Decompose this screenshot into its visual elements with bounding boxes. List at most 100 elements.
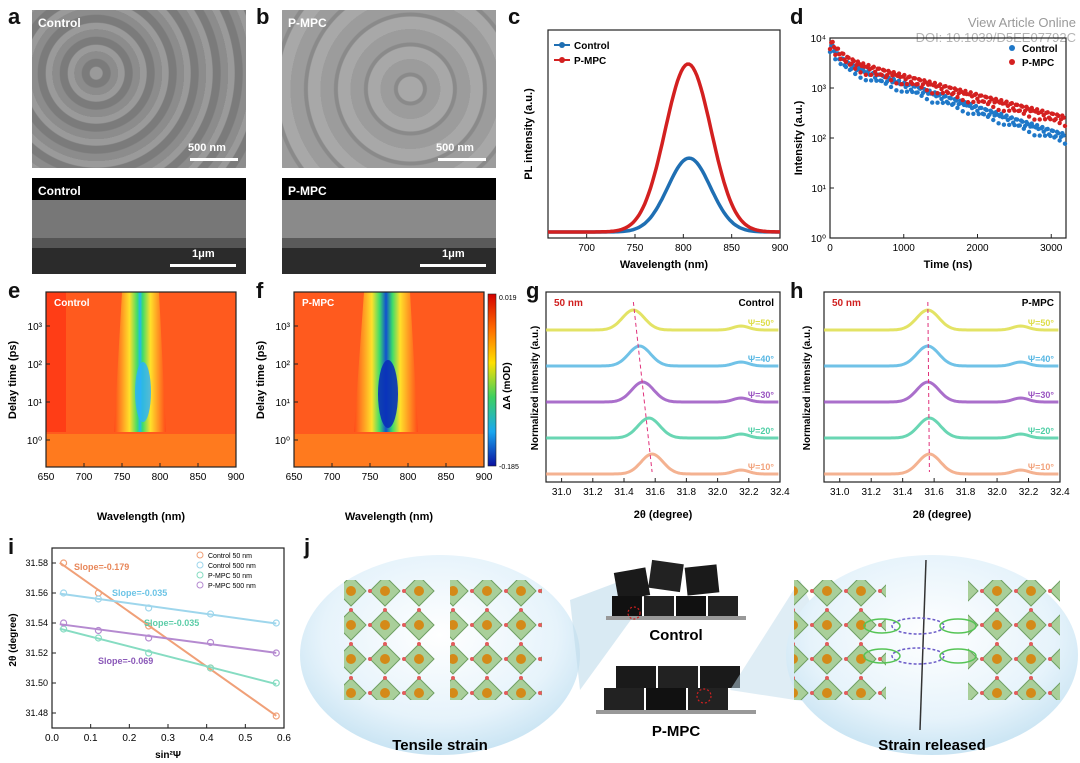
- series-group: Slope=-0.179 Slope=-0.035 Slope=-0.069 Slop…: [59, 559, 280, 720]
- x-tick-label: 31.0: [830, 487, 850, 498]
- data-point: [94, 595, 103, 603]
- scale-text: 500 nm: [188, 142, 226, 154]
- control-blocks: [606, 559, 746, 620]
- y-tick-label: 10³: [276, 322, 291, 333]
- data-point: [1040, 124, 1045, 130]
- data-point: [1004, 113, 1009, 118]
- heatmap-core: [135, 362, 151, 422]
- data-point: [1032, 133, 1037, 138]
- heatmap-feature: [114, 292, 166, 432]
- legend-marker-control: [559, 42, 565, 48]
- data-point: [899, 89, 904, 94]
- data-point: [882, 68, 887, 73]
- heatmap-title: P-MPC: [302, 298, 334, 309]
- data-point: [1009, 100, 1015, 106]
- data-point: [206, 610, 215, 618]
- data-point: [940, 100, 946, 106]
- data-point: [272, 712, 280, 720]
- sem-pmpc-top: P-MPC 500 nm: [282, 10, 496, 168]
- data-point: [863, 78, 869, 83]
- data-point: [827, 46, 833, 52]
- data-point: [1045, 110, 1050, 115]
- x-tick-label: 750: [627, 243, 644, 254]
- y-ticks: 10⁰ 10¹ 10² 10³ 10⁴: [811, 34, 834, 245]
- x-tick-label: 650: [286, 472, 303, 483]
- panel-label-b: b: [256, 4, 270, 29]
- data-point: [145, 649, 153, 657]
- colorbar-min: -0.185: [499, 464, 519, 471]
- data-point: [976, 111, 981, 117]
- series-line: [824, 344, 1059, 368]
- data-point: [953, 98, 959, 103]
- data-point: [918, 78, 923, 83]
- chart-g-gixrd-control: 50 nm Control Ψ=50°Ψ=40°Ψ=30°Ψ=20°Ψ=10° …: [530, 291, 790, 521]
- schematic-j: Tensile strain Control P-MPC: [300, 555, 1078, 755]
- series-group: [548, 62, 780, 234]
- data-point: [999, 111, 1004, 117]
- data-point: [973, 103, 979, 109]
- data-point: [1001, 122, 1007, 127]
- y-tick-label: 10⁰: [811, 234, 826, 245]
- panel-label-f: f: [256, 278, 264, 303]
- chart-i-sin2psi: 0.0 0.1 0.2 0.3 0.4 0.5 0.6 31.4831.5031.5231.…: [8, 547, 291, 761]
- scale-text: 1μm: [442, 248, 465, 260]
- data-point: [1048, 133, 1053, 139]
- data-point: [943, 94, 948, 99]
- data-point: [937, 82, 943, 87]
- data-point: [945, 90, 951, 96]
- data-point: [1061, 115, 1066, 120]
- data-point: [145, 634, 153, 642]
- legend-marker-pmpc: [559, 57, 565, 63]
- slope-label: Slope=-0.179: [74, 562, 129, 572]
- y-tick-label: 31.54: [25, 618, 48, 628]
- legend-marker: [196, 571, 204, 579]
- x-tick-label: 3000: [1040, 243, 1063, 254]
- data-point: [948, 96, 954, 101]
- data-point: [879, 72, 884, 78]
- x-ticks: 0 1000 2000 3000: [827, 234, 1063, 254]
- peak-trend-line: [632, 301, 653, 473]
- data-point: [841, 51, 846, 57]
- data-point: [888, 78, 894, 83]
- sem-label: P-MPC: [288, 184, 327, 198]
- data-point: [910, 89, 915, 95]
- y-tick-label: 31.52: [25, 648, 48, 658]
- series-group: Ψ=50° Ψ=40° Ψ=30° Ψ=20° Ψ=10°: [546, 308, 779, 476]
- x-tick-label: 31.0: [552, 487, 572, 498]
- x-tick-label: 700: [578, 243, 595, 254]
- panel-label-c: c: [508, 4, 521, 29]
- data-point: [1050, 128, 1056, 134]
- data-point: [846, 55, 851, 61]
- x-ticks: 700 750 800 850 900: [578, 234, 789, 254]
- chart-h-gixrd-pmpc: 50 nm P-MPC Ψ=50° Ψ=40° Ψ=30° Ψ=20° Ψ=10° 31…: [802, 291, 1070, 521]
- x-tick-label: 0.3: [161, 733, 175, 744]
- data-point: [868, 78, 874, 83]
- data-point: [833, 52, 838, 58]
- data-point: [943, 83, 948, 89]
- x-ticks: 0.0 0.1 0.2 0.3 0.4 0.5 0.6: [45, 724, 291, 744]
- data-point: [976, 99, 981, 105]
- scale-bar: [170, 264, 236, 267]
- data-point: [833, 57, 838, 62]
- fit-line: [59, 627, 277, 686]
- x-tick-label: 0.0: [45, 733, 59, 744]
- x-tick-label: 0: [827, 243, 833, 254]
- x-tick-label: 850: [190, 472, 207, 483]
- y-ticks: 10⁰ 10¹ 10² 10³: [275, 322, 298, 447]
- data-point: [858, 75, 863, 80]
- series-line: [824, 416, 1059, 440]
- x-axis-label: 2θ (degree): [913, 509, 972, 521]
- data-point: [887, 70, 892, 75]
- data-point: [1009, 115, 1015, 120]
- colorbar-max: 0.019: [499, 295, 517, 302]
- data-point: [951, 101, 956, 106]
- data-point: [987, 99, 992, 105]
- data-point: [835, 46, 841, 51]
- legend-marker-pmpc: [1009, 59, 1015, 65]
- scale-bar: [438, 158, 486, 161]
- data-point: [879, 78, 884, 84]
- y-tick-label: 31.48: [25, 708, 48, 718]
- chart-d-trpl: 0 1000 2000 3000 10⁰ 10¹ 10² 10³ 10⁴ Control P-…: [793, 34, 1068, 271]
- lattice-left-a: [344, 580, 436, 700]
- panel-label-d: d: [790, 4, 804, 29]
